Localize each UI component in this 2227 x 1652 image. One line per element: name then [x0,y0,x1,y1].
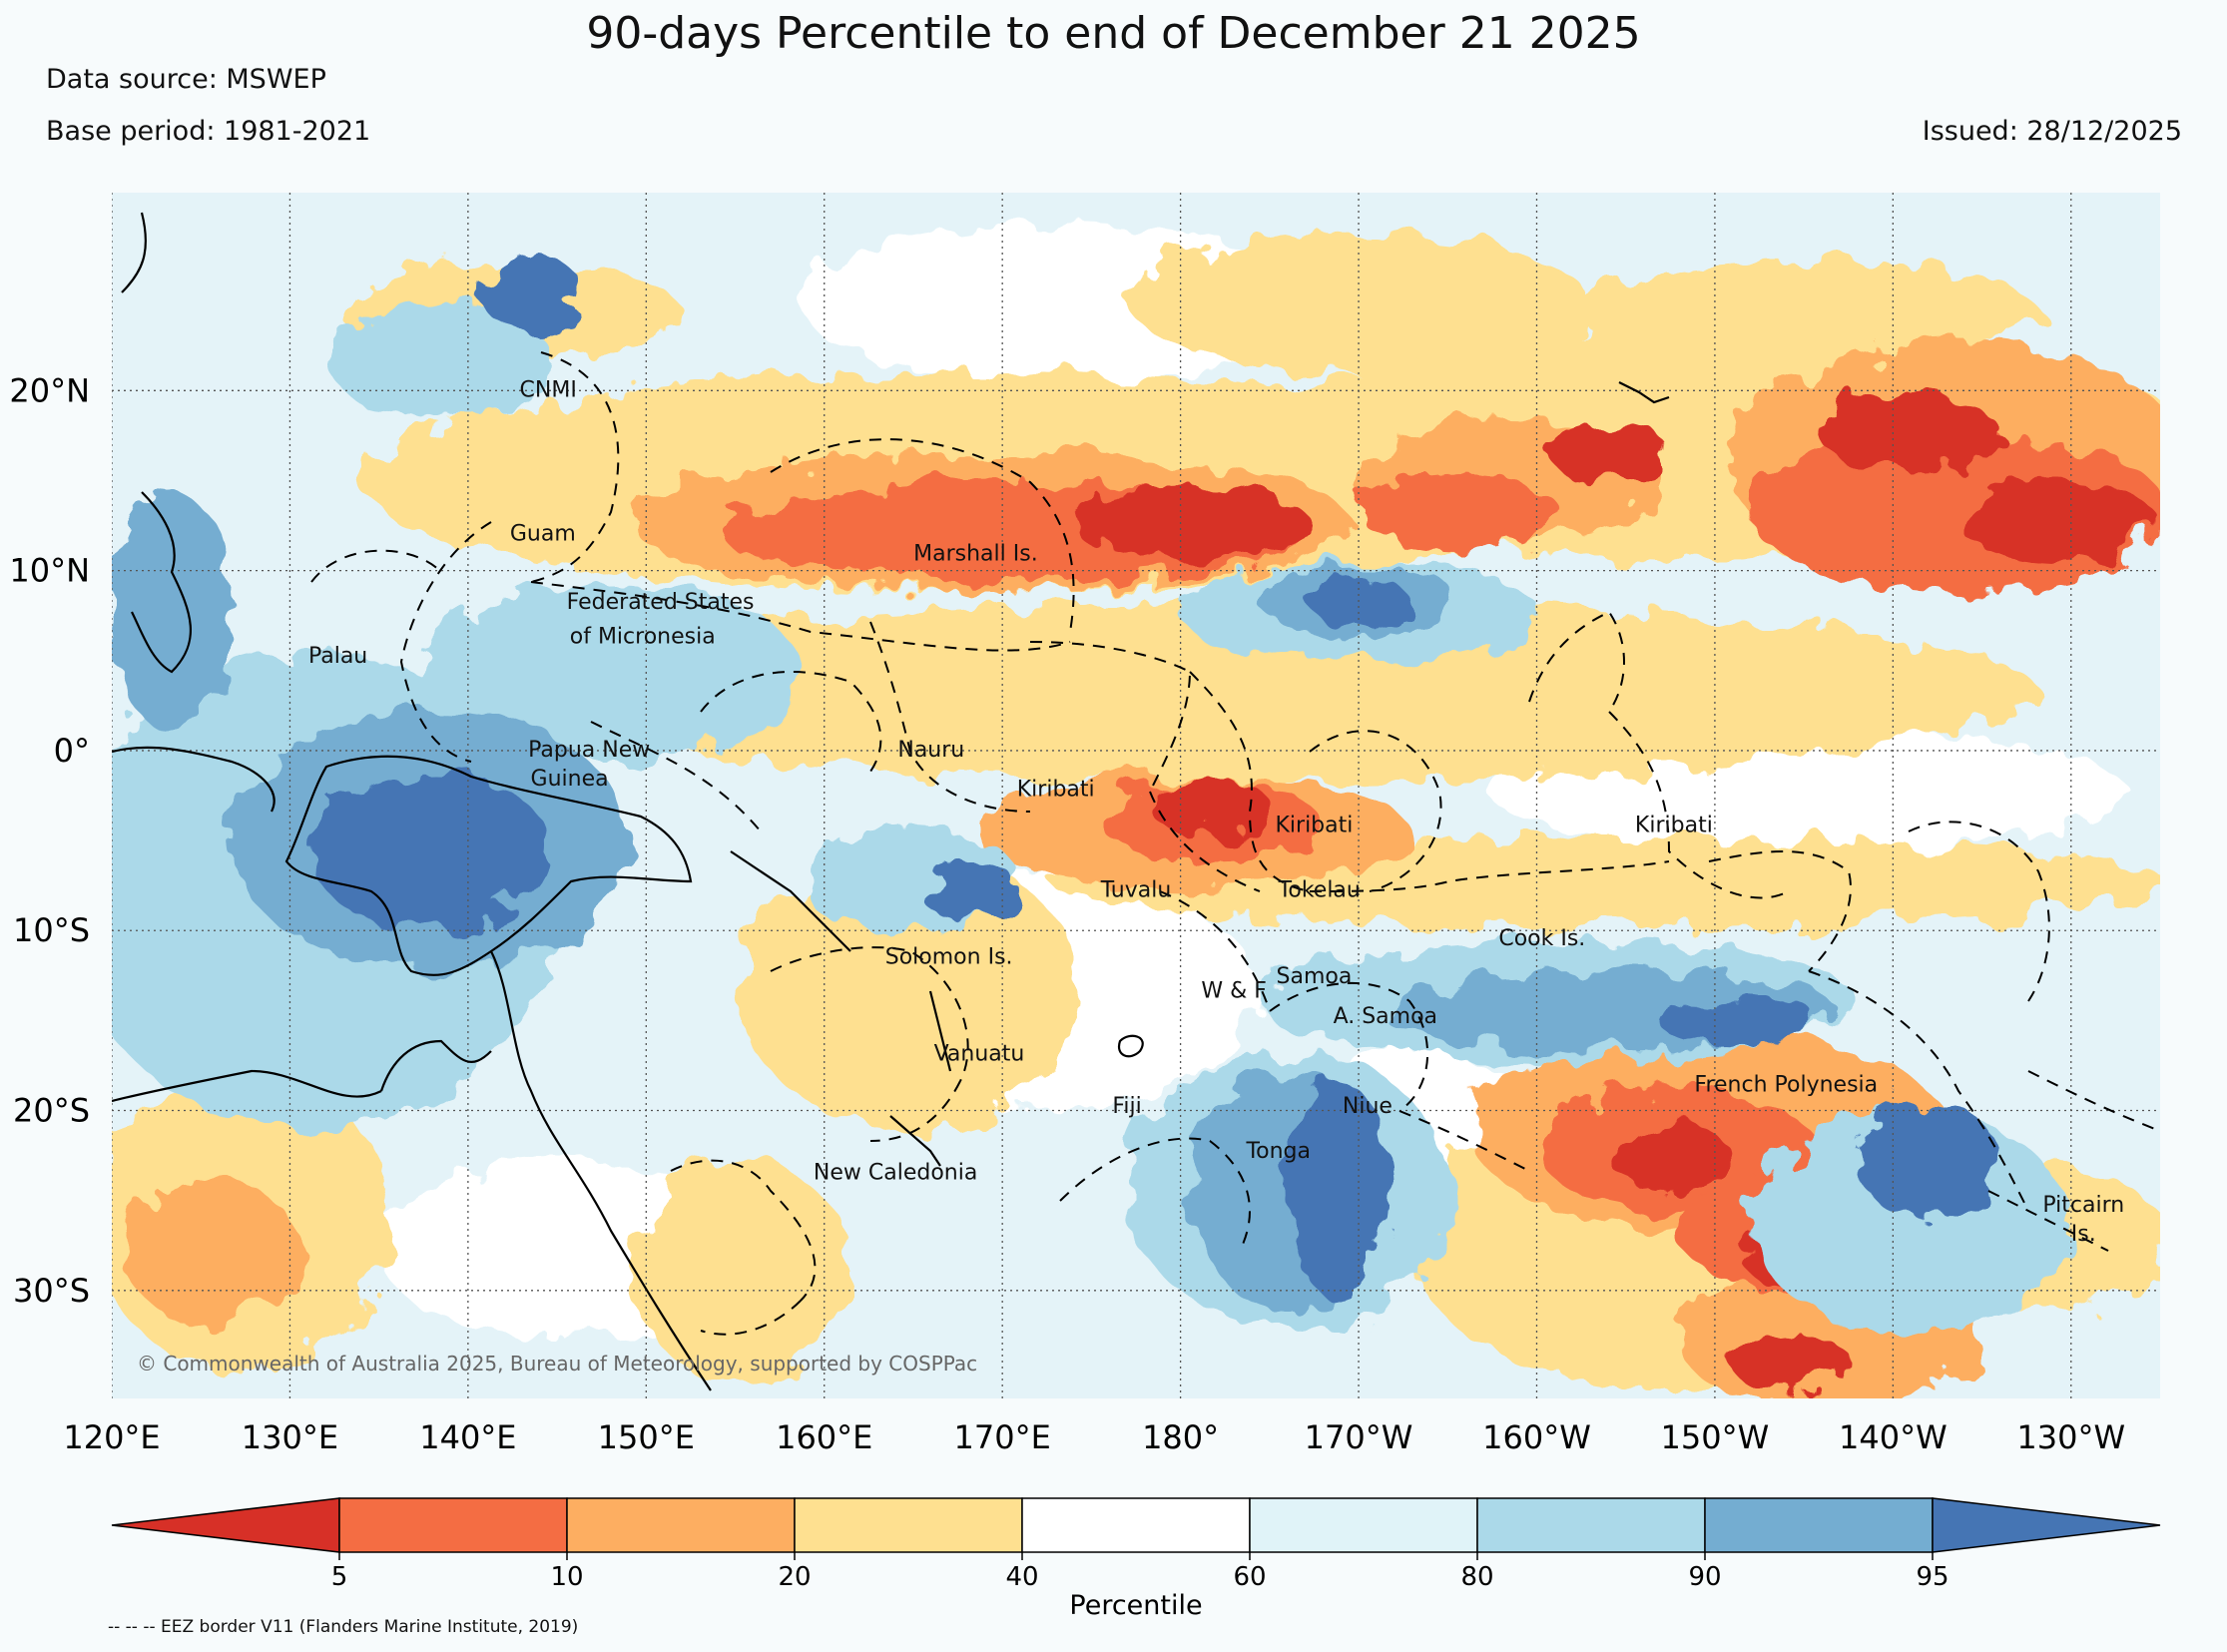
percentile-field [112,223,2160,1398]
colorbar-cell [794,1497,1023,1553]
lat-tick-label: 20°N [9,371,90,409]
lat-tick-label: 20°S [13,1092,90,1130]
place-label: Niue [1343,1094,1392,1119]
place-label: W & F [1201,979,1267,1004]
eez-footnote: -- -- -- EEZ border V11 (Flanders Marine… [108,1617,579,1637]
place-label: Guinea [531,767,609,792]
place-labels: CNMI Guam Federated States of Micronesia Pal… [308,377,2124,1247]
place-label: Fiji [1112,1094,1141,1119]
place-label: Tokelau [1278,878,1361,903]
colorbar-tick-label: 5 [331,1562,348,1592]
colorbar-tick-label: 90 [1688,1562,1721,1592]
lat-tick-label: 10°S [13,911,90,949]
lon-tick-label: 130°W [2016,1418,2125,1456]
place-label: Solomon Is. [885,944,1013,969]
colorbar-extend-low [111,1497,340,1553]
place-label: Vanuatu [934,1042,1025,1067]
place-label: Cook Is. [1498,926,1585,951]
colorbar-tick-label: 60 [1233,1562,1266,1592]
place-label: Papua New [528,738,650,763]
colorbar-tick-label: 10 [550,1562,583,1592]
colorbar-tick-label: 80 [1460,1562,1493,1592]
place-label: Tonga [1245,1139,1311,1164]
lon-tick-label: 180° [1142,1418,1219,1456]
place-label: Samoa [1277,964,1353,989]
lon-tick-label: 170°E [954,1418,1051,1456]
lon-tick-label: 150°W [1661,1418,1770,1456]
lon-tick-label: 130°E [242,1418,338,1456]
place-label: CNMI [520,377,577,402]
place-label: Palau [308,644,367,669]
place-label: Pitcairn [2042,1193,2124,1218]
place-label: Kiribati [1275,814,1353,838]
eez-borders [310,351,2160,1336]
colorbar-tick-labels: 5 10 20 40 60 80 90 95 [331,1552,1949,1592]
lon-tick-label: 170°W [1305,1418,1413,1456]
place-label: Tuvalu [1100,878,1172,903]
colorbar-tick-label: 95 [1916,1562,1949,1592]
data-source-label: Data source: MSWEP [46,64,326,95]
place-label: French Polynesia [1694,1072,1878,1097]
colorbar-cells [111,1497,2161,1553]
colorbar-cell [1476,1497,1706,1553]
lat-tick-label: 0° [54,732,90,770]
copyright-notice: © Commonwealth of Australia 2025, Bureau… [137,1352,977,1376]
issued-label: Issued: 28/12/2025 [1922,116,2182,147]
place-label: Kiribati [1017,778,1095,803]
place-label: Guam [510,522,576,547]
lon-tick-label: 140°W [1839,1418,1948,1456]
place-label: Marshall Is. [913,541,1038,566]
base-period-label: Base period: 1981-2021 [46,116,371,147]
place-label: Kiribati [1635,814,1713,838]
lat-tick-label: 10°N [9,552,90,590]
percentile-map[interactable]: CNMI Guam Federated States of Micronesia Pal… [112,193,2160,1398]
colorbar-label: Percentile [1069,1590,1202,1621]
lon-tick-label: 140°E [419,1418,516,1456]
colorbar-tick-label: 40 [1005,1562,1038,1592]
place-label: Nauru [897,738,964,763]
colorbar-tick-label: 20 [778,1562,811,1592]
place-label: of Micronesia [570,624,716,649]
lon-tick-label: 120°E [63,1418,160,1456]
colorbar-cell [1704,1497,1934,1553]
lon-tick-label: 160°W [1482,1418,1591,1456]
place-label: A. Samoa [1334,1004,1437,1029]
colorbar-extend-high [1932,1497,2161,1553]
lon-tick-label: 160°E [776,1418,872,1456]
lon-tick-label: 150°E [598,1418,695,1456]
colorbar-cell [338,1497,568,1553]
colorbar-cell [1249,1497,1478,1553]
chart-title: 90-days Percentile to end of December 21… [586,8,1641,59]
colorbar-cell [566,1497,796,1553]
place-label: New Caledonia [814,1161,977,1186]
lat-tick-label: 30°S [13,1272,90,1310]
graticule [112,193,2160,1398]
colorbar-cell [1021,1497,1251,1553]
place-label: Is. [2071,1222,2096,1247]
colorbar: 5 10 20 40 60 80 90 95 Percentile [111,1497,2161,1621]
latitude-tick-labels: 20°N 10°N 0° 10°S 20°S 30°S [9,371,90,1309]
place-label: Federated States [567,590,755,615]
longitude-tick-labels: 120°E 130°E 140°E 150°E 160°E 170°E 180° 170°W 1… [63,1418,2125,1456]
coastlines [112,212,1670,1391]
